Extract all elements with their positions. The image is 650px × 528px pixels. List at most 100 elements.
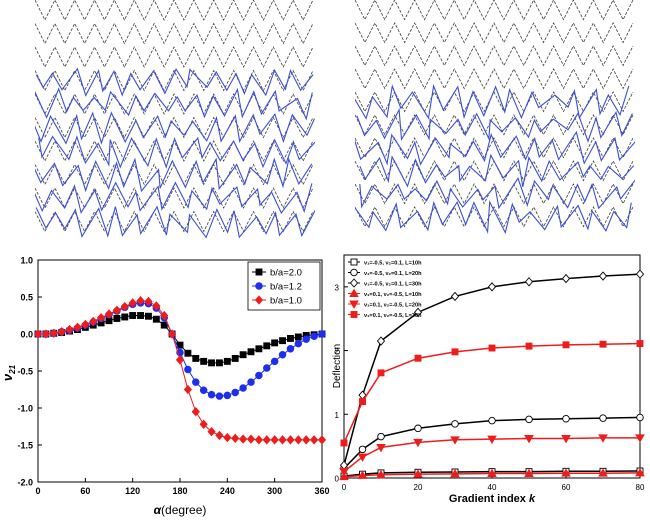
data-point: [89, 316, 98, 327]
data-point: [376, 336, 386, 346]
legend-label: ν₁=-0.5, ν₂=0.1, L=10h: [364, 261, 422, 267]
legend-swatch-marker: [349, 278, 359, 288]
mesh-undeformed-row: [34, 46, 314, 68]
data-point: [246, 434, 256, 444]
data-point: [286, 334, 294, 342]
mesh-undeformed-row: [354, 183, 634, 205]
y-tick-label: -2.0: [17, 478, 33, 488]
data-point: [81, 319, 90, 330]
mesh-undeformed-row: [354, 206, 634, 228]
data-point: [636, 413, 644, 422]
data-point: [562, 414, 570, 423]
data-point: [97, 313, 106, 323]
data-point: [451, 420, 459, 428]
data-point: [450, 291, 460, 302]
data-point: [73, 322, 82, 333]
data-point: [294, 339, 303, 348]
data-point: [255, 345, 263, 353]
data-point: [340, 439, 348, 447]
data-point: [286, 345, 295, 353]
data-point: [192, 378, 200, 386]
data-point: [160, 310, 169, 321]
poisson-ratio-chart-canvas: 0 60 120 180 240 300 360 1.0 0.5 0.0 -0.5 -1.0 -1.5 -…: [0, 256, 330, 518]
mesh-undeformed-row: [354, 22, 634, 44]
series-group: [33, 296, 327, 445]
data-point: [175, 355, 185, 365]
data-point: [599, 414, 607, 422]
y-tick-label: 3: [335, 283, 340, 292]
y-tick-label: -1.0: [17, 404, 33, 414]
x-axis-label: α(degree): [154, 503, 207, 517]
mesh-undeformed-row: [34, 210, 314, 233]
mesh-undeformed-row: [34, 69, 314, 92]
y-axis-label: ν21: [0, 364, 17, 381]
mesh-undeformed-row: [354, 0, 634, 21]
x-tick-label: 0: [35, 486, 40, 496]
x-tick-label: 20: [414, 483, 423, 492]
data-point: [152, 301, 161, 311]
data-point: [302, 335, 310, 343]
y-axis-label: Deflection: [332, 344, 343, 388]
data-point: [525, 342, 533, 350]
data-point: [487, 468, 497, 477]
legend-swatch-marker: [350, 258, 358, 266]
mesh-deformed-row: [33, 87, 313, 121]
series-group: [340, 340, 644, 447]
y-tick-label: 1: [335, 411, 340, 420]
mesh-undeformed-row: [354, 91, 634, 113]
data-point: [192, 354, 200, 362]
data-point: [599, 340, 607, 348]
data-point: [376, 443, 386, 453]
data-point: [271, 339, 279, 347]
mesh-undeformed-row: [354, 68, 634, 90]
data-point: [635, 269, 645, 279]
x-tick-label: 300: [267, 486, 282, 496]
data-point: [144, 296, 153, 307]
data-point: [357, 470, 368, 479]
data-point: [263, 342, 271, 350]
mesh-deformed-row: [33, 181, 313, 215]
data-point: [208, 359, 216, 367]
data-point: [413, 438, 423, 448]
mesh-deformed-row: [35, 67, 314, 97]
data-point: [359, 398, 366, 405]
mesh-deformed-row: [359, 153, 635, 188]
data-point: [255, 371, 263, 380]
data-point: [635, 467, 645, 477]
data-point: [120, 301, 129, 312]
mesh-deformed-row: [356, 107, 633, 143]
data-point: [239, 384, 247, 392]
x-tick-label: 40: [488, 483, 497, 492]
data-point: [561, 435, 571, 444]
data-point: [263, 364, 271, 372]
legend-swatch-marker: [350, 311, 358, 318]
poisson-ratio-chart: 0 60 120 180 240 300 360 1.0 0.5 0.0 -0.5 -1.0 -1.5 -…: [0, 248, 330, 523]
x-tick-label: 360: [314, 486, 329, 496]
data-point: [160, 321, 168, 329]
data-point: [254, 435, 263, 445]
legend-swatch-marker: [255, 268, 263, 276]
data-point: [137, 312, 145, 319]
series-line: [343, 470, 641, 477]
series-line: [343, 342, 641, 444]
mesh-deformed-row: [32, 111, 316, 145]
data-point: [231, 388, 239, 397]
data-point: [318, 330, 326, 338]
deflection-chart: 0 20 40 60 80 0 1 2 3 Gradient index k Deflection ν…: [330, 248, 650, 523]
mesh-undeformed-row: [34, 0, 314, 21]
data-point: [598, 271, 608, 281]
mesh-deformed-row: [353, 83, 630, 120]
data-point: [450, 468, 460, 478]
data-point: [317, 435, 327, 445]
data-point: [215, 430, 224, 441]
legend-label: ν₁=0.1, ν₂=-0.5, L=10h: [364, 292, 422, 298]
mesh-deformed-row: [352, 130, 638, 166]
x-tick-label: 240: [220, 486, 235, 496]
data-point: [278, 435, 287, 445]
y-tick-label: 0.0: [20, 330, 33, 340]
data-point: [65, 324, 74, 335]
mesh-undeformed-row: [34, 187, 314, 209]
data-point: [414, 424, 422, 433]
mesh-deformed-row: [30, 157, 313, 193]
data-point: [562, 341, 570, 349]
